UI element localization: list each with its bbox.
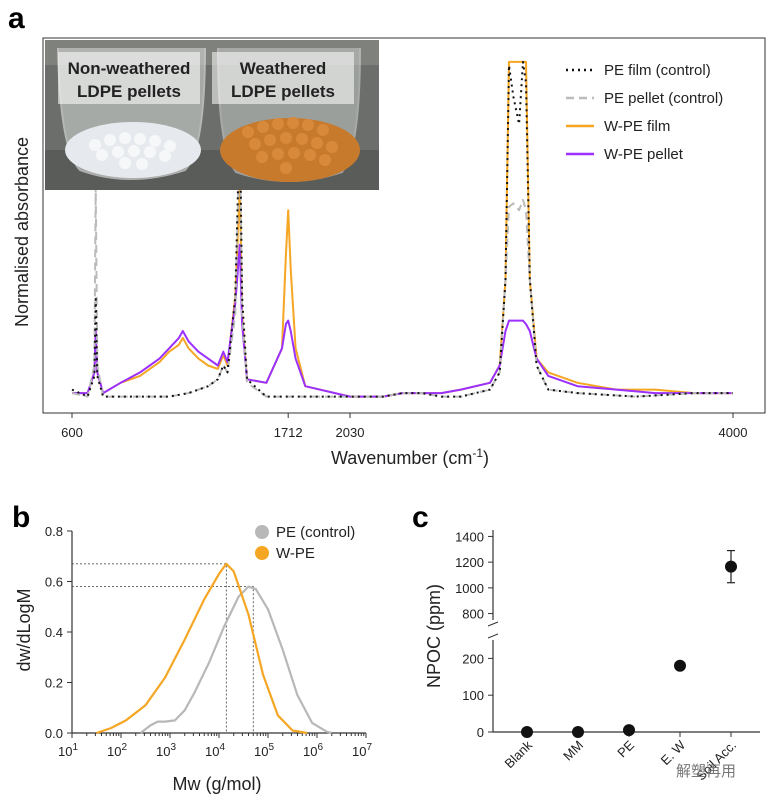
c-point-4 [725, 560, 737, 573]
b-xtick-label-3: 104 [205, 742, 225, 759]
c-point-0 [521, 726, 533, 738]
legend-b-marker-0 [255, 525, 269, 539]
panel-b-ylabel: dw/dLogM [14, 588, 34, 671]
photo-label-right-1: Weathered [240, 59, 327, 78]
panel-a-frame [42, 37, 766, 414]
b-xtick-label-1: 102 [107, 742, 127, 759]
b-guide-line-0 [72, 563, 227, 733]
b-ytick-label-0: 0.0 [45, 726, 63, 741]
legend-a-label-0: PE film (control) [604, 62, 711, 79]
b-xtick-label-4: 105 [254, 742, 274, 759]
c-axis-break-2 [487, 633, 499, 639]
series-line-2 [72, 60, 733, 398]
legend-a-label-3: W-PE pellet [604, 146, 684, 163]
panel-c-ylabel: NPOC (ppm) [424, 584, 444, 688]
panel-b-legend: PE (control) W-PE [255, 524, 355, 562]
b-xtick-label-2: 103 [156, 742, 176, 759]
c-xtick-label-2: PE [614, 737, 637, 760]
c-ytick-lower-label-0: 0 [477, 725, 484, 740]
xtick-label-2: 2030 [336, 425, 365, 440]
panel-c-letter: c [412, 501, 429, 534]
c-point-2 [623, 724, 635, 737]
b-ytick-label-4: 0.8 [45, 524, 63, 539]
b-guide-line-1 [72, 586, 254, 733]
panel-b-letter: b [12, 501, 30, 534]
c-ytick-lower-label-1: 100 [462, 688, 484, 703]
panel-b-curves [72, 562, 332, 735]
photo-label-left-1: Non-weathered [68, 59, 191, 78]
photo-label-right-2: LDPE pellets [231, 82, 335, 101]
panel-a-ylabel: Normalised absorbance [12, 137, 32, 327]
c-axis-break-1 [487, 621, 499, 627]
c-point-1 [572, 726, 584, 738]
c-ytick-upper-label-1: 1000 [455, 581, 484, 596]
b-xtick-label-5: 106 [303, 742, 323, 759]
panel-b-axes: 0.0 0.2 0.4 0.6 0.8 101 102 103 104 105 106 107 [45, 524, 373, 759]
panel-a-spectra [71, 60, 733, 398]
photo-inset: Non-weathered LDPE pellets Weathered LDP… [45, 40, 379, 190]
b-xtick-label-6: 107 [352, 742, 372, 759]
b-series-line-0 [139, 585, 332, 735]
panel-c-points [521, 549, 737, 738]
series-line-3 [72, 243, 733, 398]
b-series-line-1 [96, 562, 308, 735]
c-ytick-upper-label-2: 1200 [455, 555, 484, 570]
legend-b-label-0: PE (control) [276, 524, 355, 541]
b-ytick-label-2: 0.4 [45, 625, 63, 640]
panel-a-legend: PE film (control) PE pellet (control) W-… [566, 62, 723, 163]
c-xtick-label-1: MM [560, 738, 586, 764]
xtick-label-3: 4000 [719, 425, 748, 440]
xtick-label-1: 1712 [274, 425, 303, 440]
xtick-label-0: 600 [61, 425, 83, 440]
c-ytick-lower-label-2: 200 [462, 651, 484, 666]
legend-a-label-2: W-PE film [604, 118, 670, 135]
c-xtick-label-0: Blank [502, 737, 536, 771]
c-point-3 [674, 659, 686, 672]
b-ytick-label-1: 0.2 [45, 676, 63, 691]
legend-a-label-1: PE pellet (control) [604, 90, 723, 107]
photo-label-left-2: LDPE pellets [77, 82, 181, 101]
legend-b-marker-1 [255, 546, 269, 560]
b-xtick-label-0: 101 [58, 742, 78, 759]
panel-a-xticks: 600 1712 2030 4000 [61, 413, 747, 440]
legend-b-label-1: W-PE [276, 545, 315, 562]
watermark-text: 解塑再用 [676, 763, 736, 780]
c-ytick-upper-label-0: 800 [462, 607, 484, 622]
panel-b-xlabel: Mw (g/mol) [173, 774, 262, 794]
b-ytick-label-3: 0.6 [45, 575, 63, 590]
c-ytick-upper-label-3: 1400 [455, 529, 484, 544]
panel-a-letter: a [8, 2, 25, 35]
panel-a-xlabel: Wavenumber (cm-1) [331, 446, 489, 468]
